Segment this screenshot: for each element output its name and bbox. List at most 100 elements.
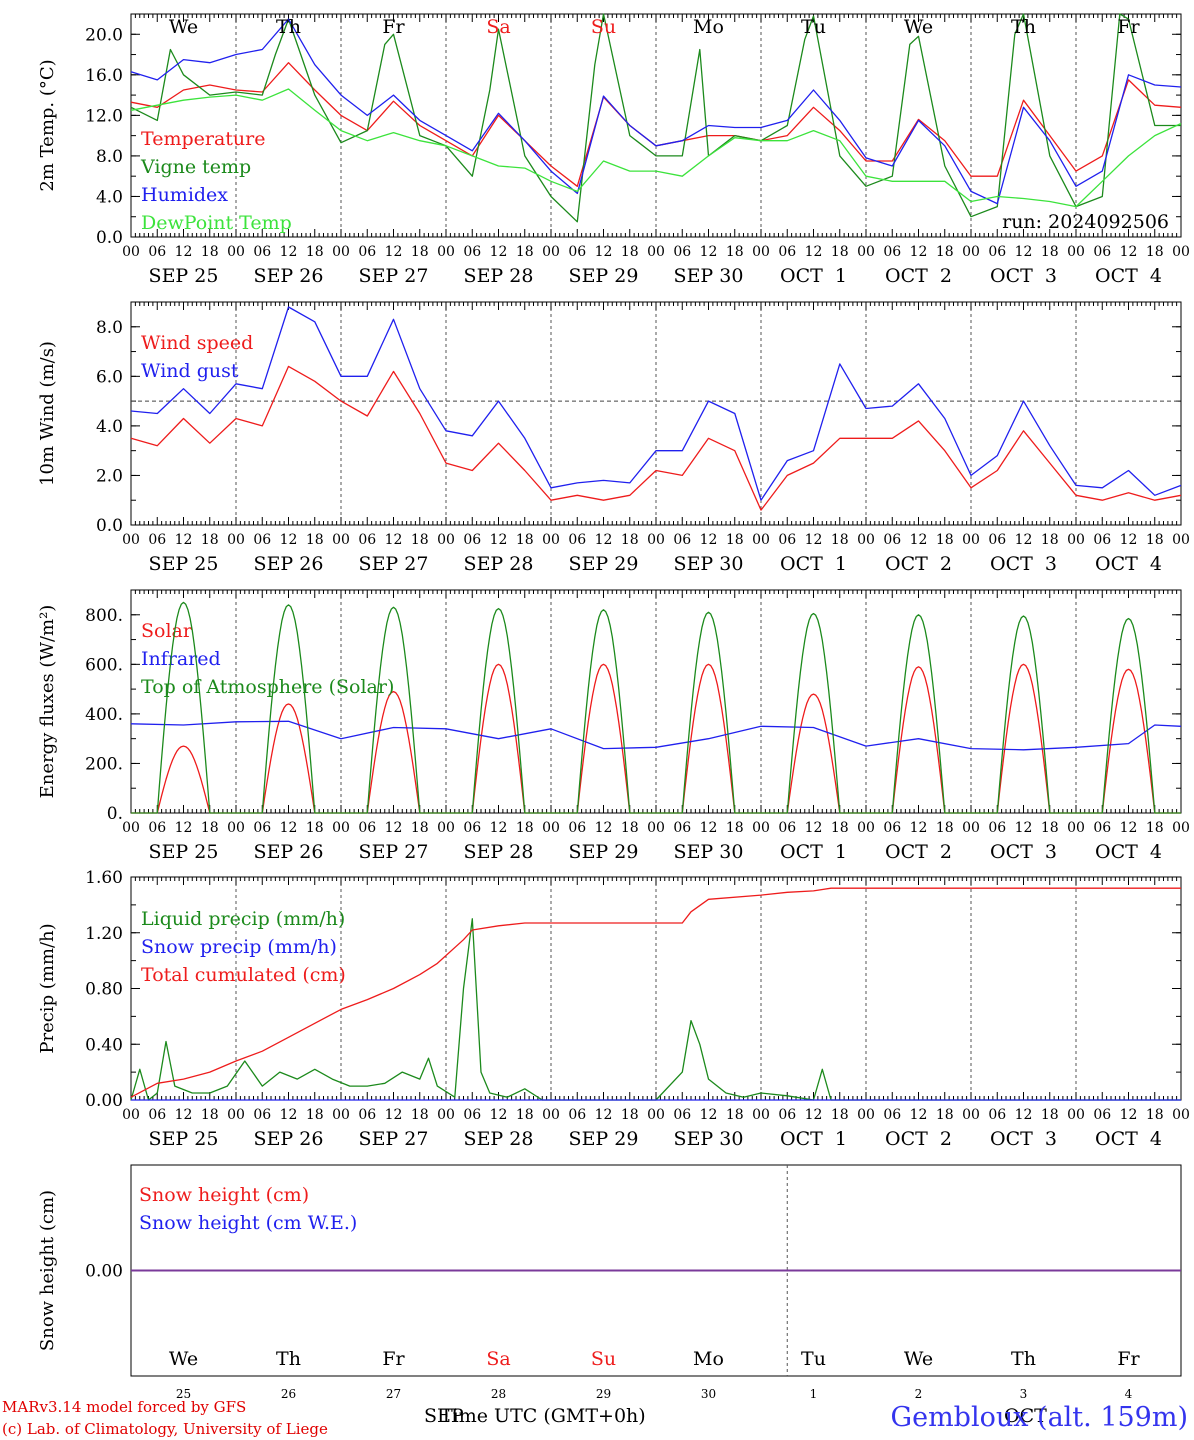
hour-label: 06 — [1093, 244, 1111, 260]
hour-label: 06 — [778, 820, 796, 836]
y-tick-label: 200. — [85, 754, 123, 774]
hour-label: 00 — [647, 532, 665, 548]
hour-label: 06 — [1093, 1107, 1111, 1123]
hour-label: 12 — [280, 1107, 298, 1123]
weekday-label: Tu — [801, 16, 826, 38]
y-axis-title: Precip (mm/h) — [37, 923, 58, 1053]
hour-label: 12 — [385, 820, 403, 836]
hour-label: 00 — [1172, 1107, 1190, 1123]
hour-label: 00 — [857, 244, 875, 260]
y-tick-label: 12.0 — [85, 106, 123, 126]
hour-label: 12 — [595, 820, 613, 836]
hour-label: 00 — [122, 820, 140, 836]
hour-label: 06 — [463, 244, 481, 260]
hour-label: 12 — [910, 244, 928, 260]
hour-label: 00 — [542, 244, 560, 260]
day-label: OCT 4 — [1095, 265, 1162, 287]
day-number-label: 25 — [176, 1387, 191, 1401]
day-label: SEP 28 — [464, 841, 534, 863]
hour-label: 00 — [857, 532, 875, 548]
hour-label: 00 — [332, 244, 350, 260]
hour-label: 18 — [726, 820, 744, 836]
day-number-label: 4 — [1125, 1387, 1133, 1401]
day-label: OCT 3 — [990, 265, 1057, 287]
hour-label: 18 — [516, 1107, 534, 1123]
hour-label: 00 — [122, 532, 140, 548]
hour-label: 00 — [542, 1107, 560, 1123]
hour-label: 18 — [831, 532, 849, 548]
hour-label: 06 — [463, 820, 481, 836]
weekday-label: Mo — [693, 16, 724, 38]
hour-label: 12 — [385, 1107, 403, 1123]
hour-label: 00 — [437, 820, 455, 836]
day-label: SEP 25 — [149, 553, 219, 575]
hour-label: 06 — [883, 820, 901, 836]
hour-label: 06 — [778, 244, 796, 260]
hour-label: 00 — [752, 820, 770, 836]
day-label: OCT 2 — [885, 265, 952, 287]
hour-label: 12 — [175, 532, 193, 548]
x-axis-title: Time UTC (GMT+0h) — [440, 1405, 646, 1427]
hour-label: 12 — [1015, 820, 1033, 836]
hour-label: 00 — [1067, 532, 1085, 548]
day-label: SEP 26 — [254, 265, 324, 287]
day-label: SEP 26 — [254, 553, 324, 575]
hour-label: 06 — [253, 532, 271, 548]
hour-label: 06 — [358, 1107, 376, 1123]
hour-label: 18 — [936, 820, 954, 836]
hour-label: 18 — [411, 244, 429, 260]
hour-label: 00 — [647, 244, 665, 260]
hour-label: 00 — [332, 532, 350, 548]
hour-label: 12 — [1120, 532, 1138, 548]
hour-label: 00 — [542, 820, 560, 836]
hour-label: 12 — [175, 1107, 193, 1123]
hour-label: 06 — [568, 820, 586, 836]
hour-label: 06 — [883, 1107, 901, 1123]
weekday-label: Fr — [382, 16, 405, 38]
hour-label: 18 — [201, 1107, 219, 1123]
day-label: OCT 4 — [1095, 1128, 1162, 1150]
hour-label: 18 — [1041, 1107, 1059, 1123]
y-tick-label: 0.0 — [96, 516, 123, 536]
hour-label: 00 — [647, 1107, 665, 1123]
legend-entry: DewPoint Temp — [141, 212, 292, 234]
hour-label: 12 — [595, 532, 613, 548]
hour-label: 18 — [726, 244, 744, 260]
month-label-oct: OCT — [1004, 1405, 1047, 1427]
hour-label: 00 — [857, 1107, 875, 1123]
day-label: SEP 28 — [464, 553, 534, 575]
series-line-wind-gust — [130, 306, 1182, 501]
weekday-label: We — [904, 16, 933, 38]
day-label: SEP 27 — [359, 553, 429, 575]
hour-label: 06 — [568, 244, 586, 260]
hour-label: 06 — [148, 532, 166, 548]
hour-label: 18 — [516, 244, 534, 260]
hour-label: 00 — [962, 1107, 980, 1123]
hour-label: 00 — [1067, 244, 1085, 260]
hour-label: 00 — [1172, 244, 1190, 260]
hour-label: 00 — [1172, 532, 1190, 548]
hour-label: 12 — [1120, 1107, 1138, 1123]
day-label: SEP 25 — [149, 841, 219, 863]
series-line-top-of-atmosphere-solar- — [131, 601, 1181, 814]
y-tick-label: 4.0 — [96, 187, 123, 207]
hour-label: 12 — [805, 820, 823, 836]
day-label: OCT 3 — [990, 841, 1057, 863]
hour-label: 06 — [778, 532, 796, 548]
day-number-label: 3 — [1020, 1387, 1028, 1401]
day-label: SEP 30 — [674, 553, 744, 575]
hour-label: 06 — [253, 244, 271, 260]
hour-label: 12 — [1120, 244, 1138, 260]
day-label: OCT 4 — [1095, 841, 1162, 863]
hour-label: 18 — [1146, 1107, 1164, 1123]
weekday-label: Th — [1011, 1348, 1036, 1370]
hour-label: 18 — [621, 532, 639, 548]
month-label-sep: SEP — [424, 1405, 464, 1427]
day-label: SEP 29 — [569, 553, 639, 575]
hour-label: 12 — [1015, 532, 1033, 548]
day-label: OCT 2 — [885, 841, 952, 863]
y-tick-label: 1.20 — [85, 924, 123, 944]
legend-entry: Solar — [141, 620, 193, 642]
y-tick-label: 4.0 — [96, 417, 123, 437]
hour-label: 06 — [568, 1107, 586, 1123]
